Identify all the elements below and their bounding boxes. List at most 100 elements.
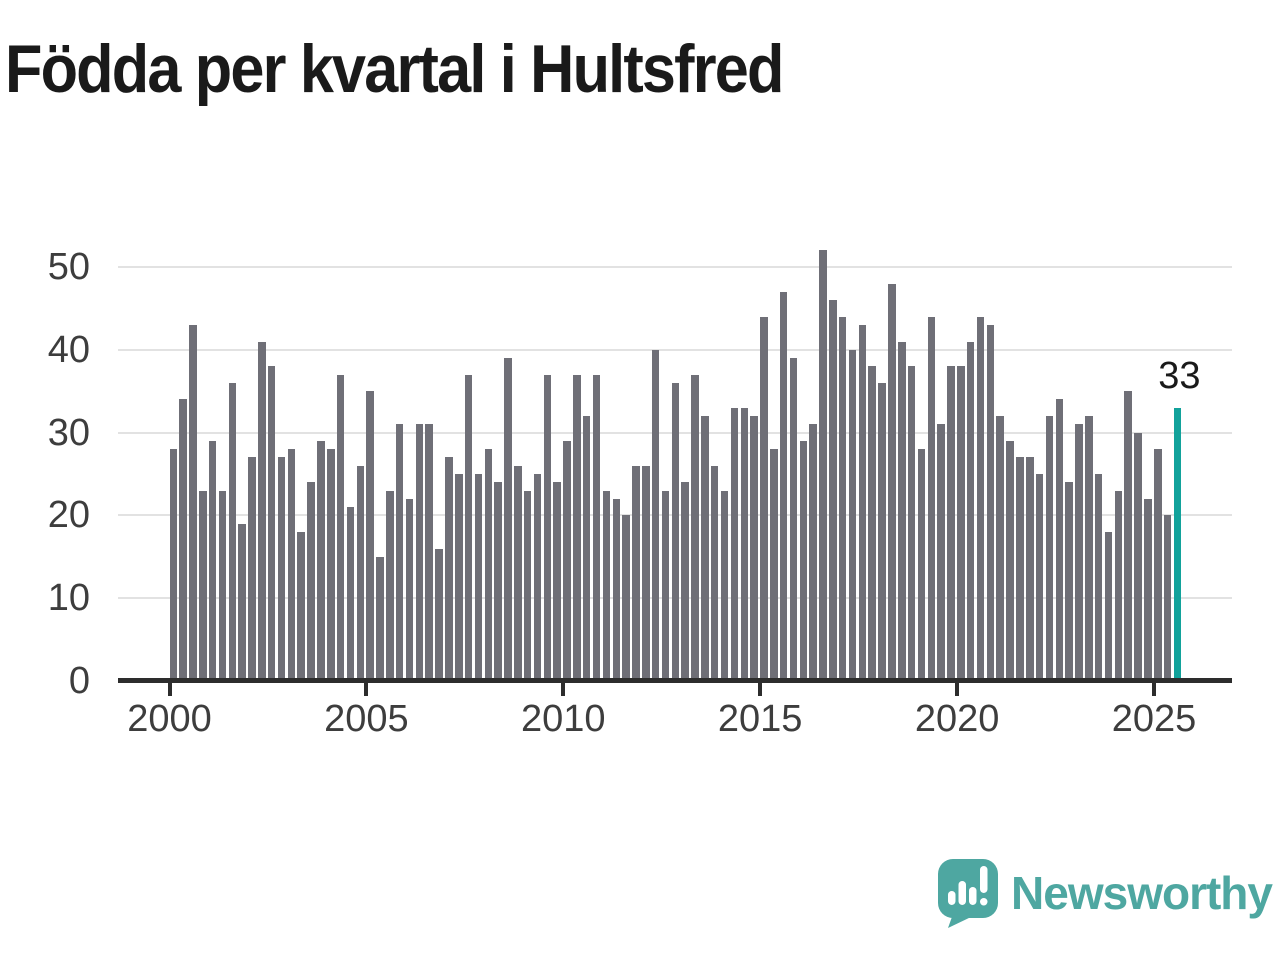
bar	[258, 341, 266, 681]
bar	[277, 457, 286, 681]
bar	[868, 366, 876, 681]
bar	[779, 291, 788, 681]
bar	[1124, 391, 1132, 681]
bar	[740, 407, 748, 681]
bar	[819, 250, 827, 681]
bar	[592, 374, 601, 681]
bar	[494, 482, 502, 681]
bar	[720, 490, 729, 681]
bar	[602, 490, 611, 681]
bar	[464, 374, 473, 681]
bar	[346, 507, 355, 681]
bar	[1065, 482, 1073, 681]
bar	[317, 440, 325, 681]
bar	[523, 490, 532, 681]
bar	[425, 424, 433, 681]
bar	[533, 474, 542, 681]
y-tick-label: 20	[47, 494, 90, 537]
bar	[287, 449, 296, 681]
y-tick-label: 50	[47, 246, 90, 288]
bar	[563, 440, 571, 681]
bar	[435, 548, 443, 681]
bar	[622, 515, 630, 681]
bar	[947, 366, 955, 681]
bar	[553, 482, 561, 681]
bar	[848, 349, 857, 681]
bar	[917, 449, 926, 681]
bar	[770, 449, 778, 681]
bar	[1016, 457, 1024, 681]
x-tick-label: 2015	[717, 698, 803, 740]
x-axis-tick	[1152, 683, 1156, 696]
bar	[927, 316, 936, 681]
bar	[1075, 424, 1083, 681]
bar	[907, 366, 916, 681]
x-tick-label: 2000	[127, 698, 212, 740]
bar	[248, 457, 256, 681]
x-axis-tick	[758, 683, 763, 696]
bar	[710, 465, 719, 681]
x-axis-tick	[364, 683, 369, 696]
bar	[376, 556, 384, 681]
bar	[238, 523, 246, 681]
bar	[199, 490, 207, 681]
bar	[691, 374, 699, 681]
bar	[799, 440, 808, 681]
bar	[838, 316, 847, 681]
bar	[386, 490, 394, 681]
bar	[671, 382, 680, 681]
brand-name: Newsworthy	[1011, 867, 1273, 919]
bar	[573, 374, 581, 681]
bar	[898, 341, 906, 681]
bar	[543, 374, 552, 681]
y-tick-label: 30	[47, 411, 90, 454]
bar	[267, 366, 276, 681]
x-tick-label: 2020	[914, 698, 1000, 740]
bar	[504, 358, 512, 681]
bar	[1035, 474, 1044, 681]
x-tick-label: 2005	[324, 698, 409, 740]
bar	[218, 490, 227, 681]
bar	[415, 424, 424, 681]
bar	[1134, 432, 1142, 681]
y-tick-label: 40	[47, 328, 90, 371]
bar	[829, 300, 837, 681]
bar	[514, 465, 522, 681]
bar	[858, 324, 867, 681]
newsworthy-logo-icon	[938, 859, 999, 928]
bar	[996, 416, 1004, 681]
highlight-value-label: 33	[1158, 354, 1201, 397]
bar	[405, 498, 414, 681]
bar	[730, 407, 739, 681]
bar	[307, 482, 315, 681]
bar	[809, 424, 817, 681]
bar	[474, 474, 483, 681]
bar	[228, 382, 237, 681]
bar	[395, 424, 404, 681]
bar	[878, 382, 886, 681]
bar	[1026, 457, 1034, 681]
bar	[336, 374, 345, 681]
bar	[888, 283, 896, 681]
chart-title: Födda per kvartal i Hultsfred	[5, 31, 784, 107]
x-axis-tick	[955, 683, 960, 696]
x-axis-tick	[561, 683, 566, 696]
bar	[701, 416, 709, 681]
bar	[1163, 515, 1172, 681]
bar	[1114, 490, 1123, 681]
bar	[976, 316, 985, 681]
gridline	[118, 266, 1232, 268]
x-axis-line	[118, 678, 1232, 683]
bar	[1045, 416, 1054, 681]
bar	[297, 531, 305, 681]
bar	[1104, 531, 1113, 681]
y-tick-label: 10	[47, 577, 90, 620]
bar	[750, 416, 758, 681]
x-axis-tick	[167, 683, 172, 696]
bar	[208, 440, 217, 681]
bar	[455, 474, 463, 681]
gridline	[118, 348, 1232, 351]
x-tick-label: 2010	[521, 698, 606, 740]
bar	[986, 324, 995, 681]
